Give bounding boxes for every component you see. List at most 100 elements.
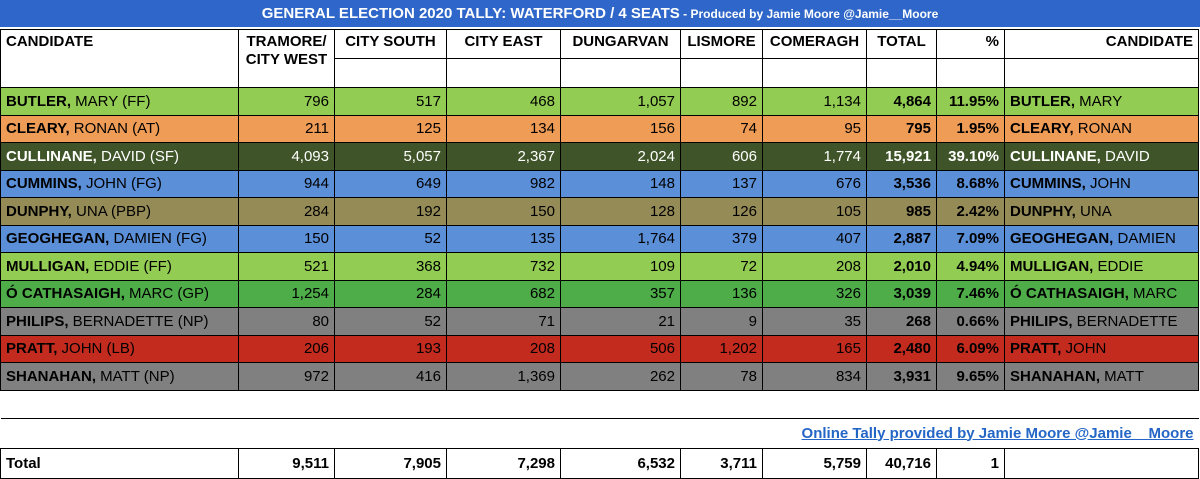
candidate-surname: GEOGHEGAN, — [6, 230, 110, 248]
cell-total: 2,480 — [866, 334, 937, 363]
cell-pct: 7.09% — [936, 224, 1005, 253]
header-tramore-city-west: TRAMORE/CITY WEST — [238, 29, 335, 88]
cell-pct: 9.65% — [936, 362, 1005, 391]
cell-tramore: 1,254 — [238, 279, 335, 308]
candidate-forename-party: MATT (NP) — [96, 367, 175, 385]
cell-city-south: 52 — [334, 307, 447, 336]
candidate-row: CLEARY, RONAN (AT) 211 125 134 156 74 95 795 1.9… — [0, 114, 1199, 143]
candidate-row: MULLIGAN, EDDIE (FF) 521 368 732 109 72 208 2,0… — [0, 252, 1199, 281]
tally-subtitle: - Produced by Jamie Moore @Jamie__Moore — [679, 7, 939, 21]
candidate-surname: PHILIPS, — [6, 312, 69, 330]
cell-lismore: 72 — [680, 252, 763, 281]
candidate-surname: MULLIGAN, — [6, 257, 90, 275]
candidate-row: DUNPHY, UNA (PBP) 284 192 150 128 126 105 985 2.… — [0, 197, 1199, 226]
cell-pct: 0.66% — [936, 307, 1005, 336]
candidate-forename-party: JOHN (FG) — [81, 175, 162, 193]
candidate-name: SHANAHAN, MATT (NP) — [0, 362, 239, 391]
cell-dungarvan: 128 — [560, 197, 681, 226]
header-tramore-line1: TRAMORE/ — [246, 33, 327, 50]
candidate-name-right: MULLIGAN, EDDIE — [1004, 252, 1199, 281]
candidate-forename-party: UNA (PBP) — [71, 202, 152, 220]
cell-tramore: 211 — [238, 114, 335, 143]
empty-cell — [1004, 58, 1199, 88]
cell-comeragh: 326 — [762, 279, 867, 308]
header-comeragh: COMERAGH — [762, 29, 867, 59]
cell-city-south: 368 — [334, 252, 447, 281]
candidate-forename-party: RONAN (AT) — [69, 120, 161, 138]
cell-total: 795 — [866, 114, 937, 143]
cell-lismore: 136 — [680, 279, 763, 308]
candidate-surname: SHANAHAN, — [6, 367, 96, 385]
total-tramore: 9,511 — [238, 447, 335, 479]
candidate-name-right: PHILIPS, BERNADETTE — [1004, 307, 1199, 336]
cell-city-south: 52 — [334, 224, 447, 253]
cell-dungarvan: 2,024 — [560, 142, 681, 171]
candidate-row: CUMMINS, JOHN (FG) 944 649 982 148 137 676 3,53… — [0, 169, 1199, 198]
candidate-name: MULLIGAN, EDDIE (FF) — [0, 252, 239, 281]
cell-city-south: 192 — [334, 197, 447, 226]
total-label: Total — [0, 447, 239, 479]
cell-total: 3,039 — [866, 279, 937, 308]
candidate-surname: Ó CATHASAIGH, — [6, 285, 125, 303]
cell-city-east: 468 — [446, 87, 561, 116]
candidate-forename: DAVID — [1100, 147, 1150, 165]
online-tally-link[interactable]: Online Tally provided by Jamie Moore @Ja… — [0, 417, 1199, 449]
cell-tramore: 796 — [238, 87, 335, 116]
candidate-forename-party: DAVID (SF) — [96, 147, 180, 165]
cell-comeragh: 1,774 — [762, 142, 867, 171]
candidate-forename: DAMIEN — [1113, 230, 1176, 248]
credit-row: Online Tally provided by Jamie Moore @Ja… — [0, 417, 1199, 449]
candidate-surname: CULLINANE, — [6, 147, 97, 165]
total-total: 40,716 — [866, 447, 937, 479]
cell-dungarvan: 1,057 — [560, 87, 681, 116]
cell-tramore: 80 — [238, 307, 335, 336]
cell-tramore: 206 — [238, 334, 335, 363]
cell-dungarvan: 262 — [560, 362, 681, 391]
candidate-row: GEOGHEGAN, DAMIEN (FG) 150 52 135 1,764 379 40… — [0, 224, 1199, 253]
cell-city-east: 150 — [446, 197, 561, 226]
cell-lismore: 137 — [680, 169, 763, 198]
cell-pct: 6.09% — [936, 334, 1005, 363]
candidate-name-right: DUNPHY, UNA — [1004, 197, 1199, 226]
cell-city-south: 284 — [334, 279, 447, 308]
header-subrow — [1, 58, 1199, 88]
cell-lismore: 1,202 — [680, 334, 763, 363]
cell-comeragh: 1,134 — [762, 87, 867, 116]
cell-tramore: 4,093 — [238, 142, 335, 171]
tally-table: CANDIDATE TRAMORE/CITY WEST CITY SOUTH C… — [0, 29, 1199, 479]
cell-city-south: 649 — [334, 169, 447, 198]
cell-pct: 1.95% — [936, 114, 1005, 143]
candidate-surname: CULLINANE, — [1010, 147, 1101, 165]
cell-city-south: 517 — [334, 87, 447, 116]
candidate-name-right: PRATT, JOHN — [1004, 334, 1199, 363]
candidate-surname: MULLIGAN, — [1010, 257, 1094, 275]
candidate-surname: CUMMINS, — [1010, 175, 1086, 193]
cell-city-east: 1,369 — [446, 362, 561, 391]
cell-city-east: 134 — [446, 114, 561, 143]
total-percent: 1 — [936, 447, 1005, 479]
candidate-forename: MATT — [1100, 367, 1144, 385]
cell-lismore: 892 — [680, 87, 763, 116]
header-tramore-line2: CITY WEST — [245, 51, 328, 68]
cell-city-east: 982 — [446, 169, 561, 198]
cell-tramore: 284 — [238, 197, 335, 226]
header-city-south: CITY SOUTH — [334, 29, 447, 59]
candidate-forename: RONAN — [1073, 120, 1132, 138]
candidate-name: CULLINANE, DAVID (SF) — [0, 142, 239, 171]
cell-city-south: 5,057 — [334, 142, 447, 171]
header-candidate: CANDIDATE — [0, 29, 239, 88]
candidate-row: Ó CATHASAIGH, MARC (GP) 1,254 284 682 357 136… — [0, 279, 1199, 308]
total-lismore: 3,711 — [680, 447, 763, 479]
title-bar: GENERAL ELECTION 2020 TALLY: WATERFORD /… — [0, 0, 1200, 27]
candidate-surname: CLEARY, — [1010, 120, 1074, 138]
candidate-row: PHILIPS, BERNADETTE (NP) 80 52 71 21 9 35 268 0.… — [0, 307, 1199, 336]
candidate-name: GEOGHEGAN, DAMIEN (FG) — [0, 224, 239, 253]
cell-lismore: 379 — [680, 224, 763, 253]
cell-total: 2,010 — [866, 252, 937, 281]
cell-comeragh: 35 — [762, 307, 867, 336]
candidate-forename: JOHN — [1061, 340, 1107, 358]
cell-pct: 2.42% — [936, 197, 1005, 226]
total-dungarvan: 6,532 — [560, 447, 681, 479]
candidate-surname: PRATT, — [1010, 340, 1062, 358]
candidate-forename: EDDIE — [1093, 257, 1144, 275]
